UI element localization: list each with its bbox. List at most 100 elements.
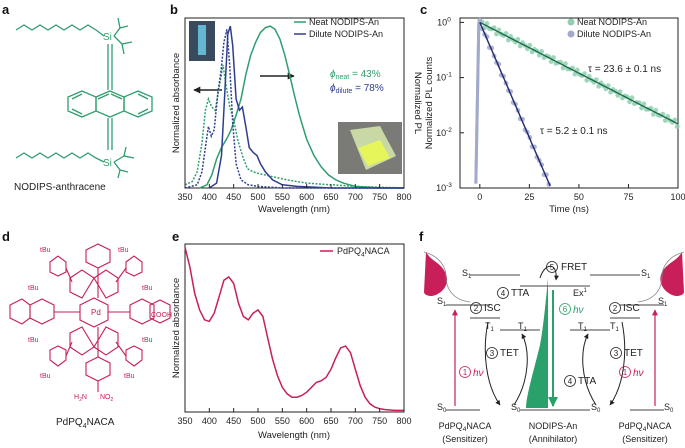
chart-b-ylabel-right: Normalized PL — [412, 72, 423, 134]
chart-c-point — [627, 99, 632, 105]
chart-b-xtick-label: 650 — [323, 192, 338, 202]
chart-c-point — [517, 43, 523, 49]
chart-c-xtick-label: 100 — [670, 192, 685, 202]
chart-c-ytick-label: 10-2 — [436, 127, 452, 138]
chart-b-xtick-label: 350 — [177, 192, 192, 202]
chart-b-xtick-label: 500 — [250, 192, 265, 202]
step1-label-right: hν — [633, 368, 644, 379]
sensitizer-name-right: PdPQ4NACA — [619, 421, 672, 433]
chart-c-point — [477, 17, 483, 23]
chart-b-xtick-label: 700 — [348, 192, 363, 202]
step3-circle-right — [610, 347, 622, 359]
step1-circle-right — [619, 366, 631, 378]
chart-c-point — [539, 49, 545, 54]
chart-c-point — [651, 112, 656, 117]
chart-c-ylabel: Normalized PL counts — [424, 56, 435, 149]
silicon-atom-top: Si — [103, 32, 112, 43]
label-t1-a: T1 — [485, 321, 495, 333]
chart-e-xtick-label: 600 — [299, 416, 314, 426]
chart-c-xtick-label: 0 — [477, 192, 482, 202]
chart-c-point — [662, 118, 668, 123]
legend-c-neat: Neat NODIPS-An — [577, 17, 647, 27]
step2-circle-left — [470, 302, 482, 314]
pdpq4naca-structure — [9, 243, 171, 392]
tbu-label-7: tBu — [40, 373, 51, 380]
palladium-center: Pd — [91, 308, 101, 317]
legend-e-label: PdPQ4NACA — [337, 246, 390, 259]
label-s0-c: S0 — [591, 402, 601, 414]
sensitizer-absorption-right — [660, 252, 684, 296]
tet-arrow-left-down — [484, 321, 501, 406]
chart-c-xtick-label: 50 — [574, 192, 584, 202]
nitro-group: NO2 — [100, 394, 114, 403]
chart-c-point — [551, 55, 556, 60]
chart-c-point — [629, 95, 635, 101]
chart-c-point — [639, 105, 644, 111]
amine-group: H2N — [74, 394, 87, 403]
sensitizer-curve-left — [423, 251, 471, 303]
energy-diagram: S1 S1 S1 S1 T1 T1 T1 T1 Ex1 S0 S0 S0 S0 … — [423, 251, 685, 444]
label-t1-b: T1 — [518, 321, 528, 333]
label-s1-a: S1 — [462, 268, 472, 280]
tbu-label-5: tBu — [28, 337, 39, 344]
step4-circle-top — [497, 287, 509, 299]
tet-arrow-left-up — [513, 333, 528, 406]
chart-c-ytick-label: 100 — [437, 16, 451, 27]
panel-label-f: f — [419, 229, 424, 244]
cooh-group: COOH — [151, 312, 172, 319]
chart-b-xtick-label: 450 — [226, 192, 241, 202]
chart-b-series-0-line — [199, 25, 404, 189]
chart-c-point — [560, 65, 566, 71]
label-s0-a: S0 — [437, 402, 447, 414]
chart-b-xtick-label: 550 — [275, 192, 290, 202]
chart-b-xtick-label: 400 — [202, 192, 217, 202]
annihilator-role: (Annihilator) — [529, 434, 578, 444]
chart-e-ylabel: Normalized absorbance — [171, 278, 182, 378]
chart-c: Time (ns) Normalized PL counts Neat NODI… — [424, 16, 685, 215]
sensitizer-role-left: (Sensitizer) — [442, 434, 488, 444]
chart-e-xtick-label: 500 — [250, 416, 265, 426]
panel-label-c: c — [420, 2, 427, 17]
tbu-label-6: tBu — [142, 337, 153, 344]
chart-e-xtick-label: 750 — [372, 416, 387, 426]
panel-label-a: a — [2, 2, 10, 17]
tbu-label-2: tBu — [118, 247, 129, 254]
nodips-anthracene-structure — [15, 17, 153, 179]
chart-c-point — [617, 89, 623, 94]
tet-arrow-right-down — [609, 321, 626, 406]
chart-c-point — [527, 42, 533, 48]
vial-liquid-icon — [358, 140, 390, 166]
step4-num-top: 4 — [501, 289, 506, 298]
annihilator-name: NODIPS-An — [529, 421, 578, 431]
legend-c-swatch-neat — [567, 18, 575, 26]
step4-label-bottom: TTA — [578, 376, 596, 387]
tbu-label-4: tBu — [142, 285, 153, 292]
chart-b-series-2-line — [208, 25, 404, 189]
step6-circle — [559, 303, 571, 315]
chart-c-point — [584, 77, 590, 83]
chart-c-xlabel: Time (ns) — [549, 204, 589, 215]
vial-glow-icon — [198, 25, 206, 55]
tbu-label-1: tBu — [40, 247, 51, 254]
chart-c-point — [515, 36, 521, 42]
step3-label-left: TET — [500, 348, 519, 359]
legend-b-dilute: Dilute NODIPS-An — [309, 29, 383, 39]
chart-c-frame — [459, 17, 679, 189]
tau-dilute-annotation: τ = 5.2 ± 0.1 ns — [540, 126, 608, 137]
chart-e-xlabel: Wavelength (nm) — [258, 430, 330, 441]
step6-num: 6 — [563, 305, 568, 314]
panel-d-caption: PdPQ4NACA — [56, 417, 115, 430]
chart-b-ylabel-left: Normalized absorbance — [171, 53, 182, 153]
panel-label-d: d — [2, 229, 10, 244]
chart-c-point — [641, 101, 647, 107]
chart-e-series-0-line — [184, 247, 404, 412]
chart-c-ytick-label: 10-1 — [436, 72, 452, 83]
chart-e-xtick-label: 650 — [323, 416, 338, 426]
step5-label: FRET — [561, 262, 587, 273]
sensitizer-name-left: PdPQ4NACA — [439, 421, 492, 433]
sensitizer-role-right: (Sensitizer) — [622, 434, 668, 444]
label-s1-d: S1 — [658, 296, 668, 308]
chart-c-xtick-label: 25 — [524, 192, 534, 202]
label-s1-b: S1 — [641, 268, 651, 280]
fret-arrow — [539, 265, 559, 281]
